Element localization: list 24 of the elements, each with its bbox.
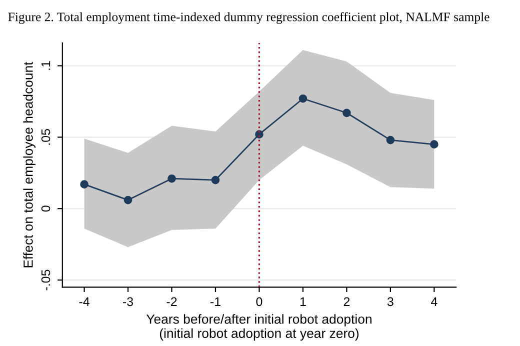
y-tick-label: 0 — [41, 206, 50, 212]
point — [80, 180, 88, 188]
x-tick-label: -3 — [123, 297, 134, 306]
x-tick-label: 2 — [344, 297, 350, 306]
y-tick-label: .1 — [41, 61, 50, 70]
x-tick-label: 3 — [387, 297, 394, 306]
y-tick-label: -.05 — [41, 270, 50, 290]
chart-title: Figure 2. Total employment time-indexed dummy regression coefficient plot, NALMF sample — [8, 12, 490, 24]
x-tick-label: 4 — [430, 297, 438, 306]
point — [211, 176, 220, 184]
x-tick-label: -4 — [79, 297, 90, 306]
x-tick-label: -2 — [166, 297, 177, 306]
x-tick-label: 0 — [256, 297, 262, 306]
point — [386, 136, 395, 144]
point — [168, 174, 176, 183]
x-axis-title: Years before/after initial robot adoption (initial robot adoption at year zero) — [146, 314, 372, 341]
point — [124, 196, 132, 204]
y-tick-label: .05 — [41, 129, 50, 145]
point — [342, 108, 351, 118]
x-tick-label: -1 — [210, 297, 220, 306]
x-tick-label: 1 — [300, 297, 306, 306]
point — [298, 94, 308, 103]
y-axis-title: Effect on total employee headcount — [23, 62, 36, 268]
point — [430, 140, 438, 148]
